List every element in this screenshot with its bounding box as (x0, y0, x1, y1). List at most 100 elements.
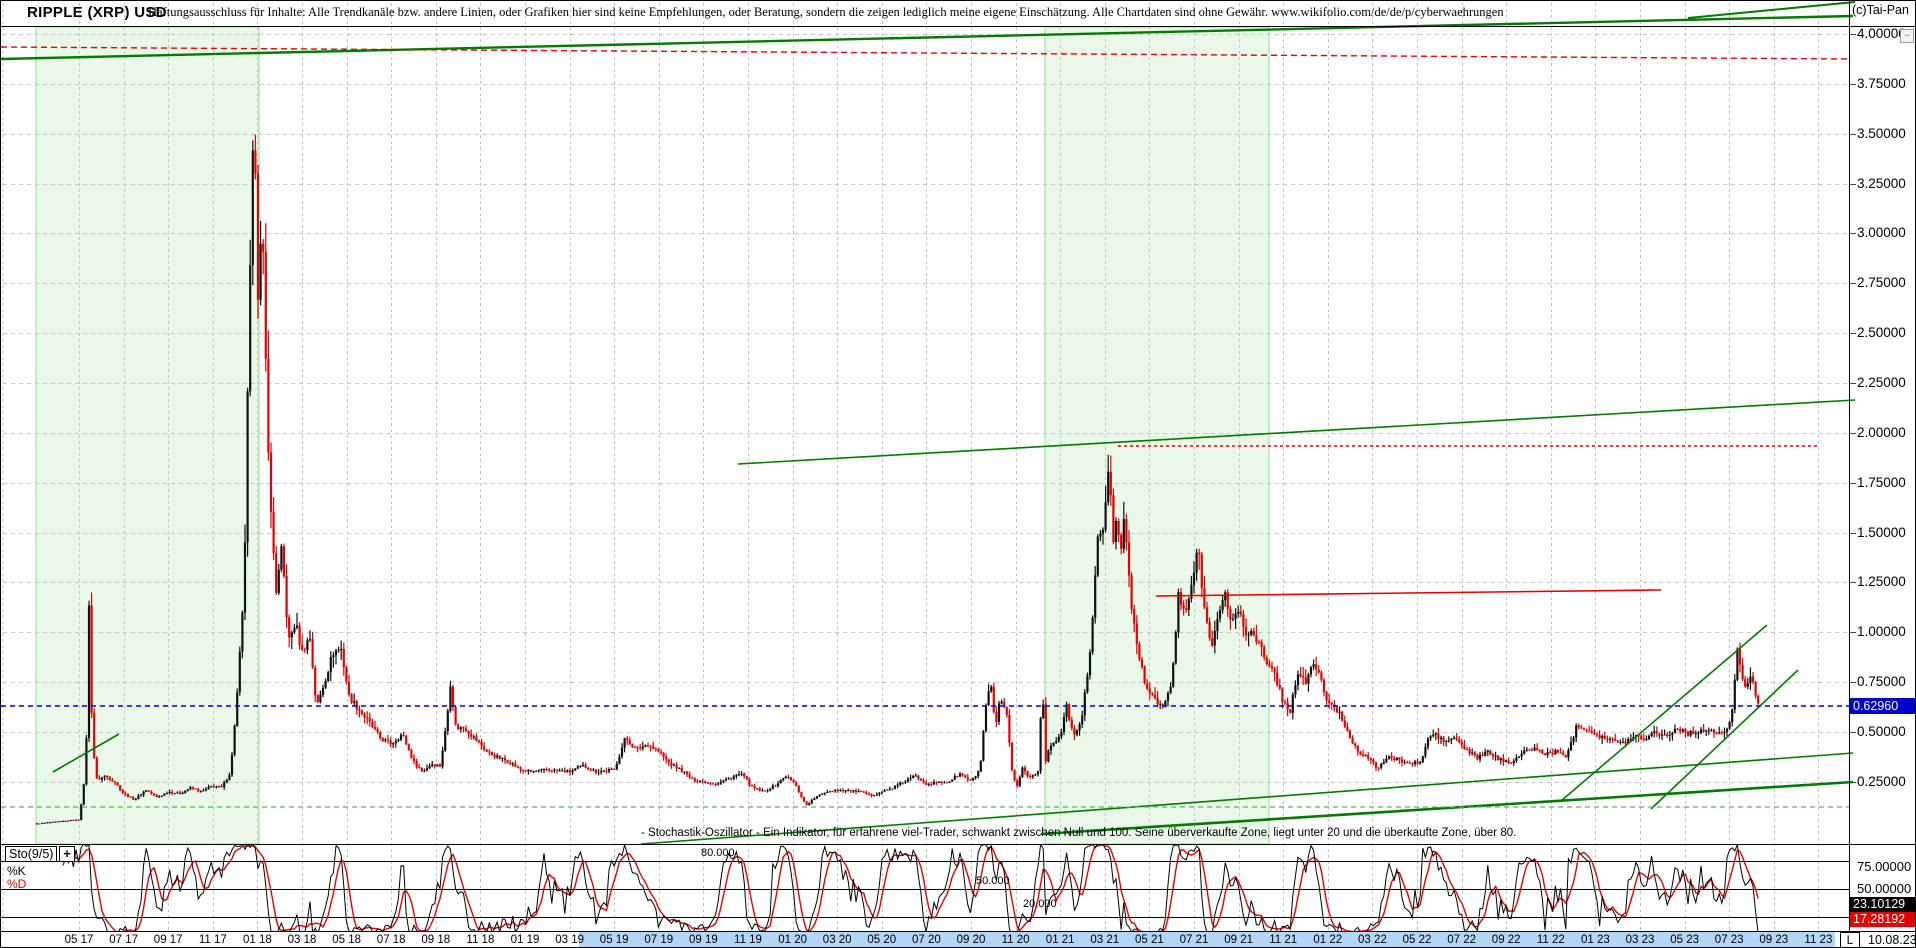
candle-body (1489, 750, 1492, 755)
candle-body (238, 651, 241, 693)
candle-body (815, 796, 819, 799)
candle-body (1653, 731, 1656, 733)
candle-body (797, 785, 800, 793)
candle-body (1055, 741, 1058, 744)
k-line-label: %K (7, 864, 26, 878)
candle-body (1094, 575, 1097, 618)
candle-body (251, 150, 254, 266)
candle-body (516, 766, 520, 768)
candle-body (860, 791, 863, 793)
candle-body (1016, 780, 1019, 786)
date-axis-label: 07 21 (1179, 934, 1209, 946)
candle-body (987, 691, 990, 705)
candle-body (522, 769, 525, 771)
candle-body (1497, 755, 1500, 761)
candle-body (262, 243, 265, 252)
candle-body (1458, 739, 1461, 743)
candle-body (743, 773, 746, 777)
candle-body (1174, 632, 1177, 664)
candle-body (1135, 623, 1138, 645)
candle-body (158, 796, 161, 798)
stochastic-d-line (62, 845, 1759, 931)
candle-body (319, 694, 322, 702)
candle-body (724, 779, 728, 781)
candle-body (1679, 729, 1682, 732)
candle-body (1291, 694, 1294, 713)
candle-body (1273, 668, 1276, 673)
upper-trend-line (1, 14, 1854, 61)
candle-body (659, 751, 663, 754)
candle-body (1416, 761, 1419, 764)
candle-body (961, 773, 964, 776)
candle-body (514, 763, 517, 767)
candle-body (1757, 695, 1760, 704)
candle-body (1463, 744, 1466, 749)
candle-body (896, 784, 899, 786)
price-axis-label: 2.25000 (1857, 374, 1906, 390)
candle-body (488, 751, 491, 753)
candle-body (347, 682, 351, 695)
candle-body (1744, 679, 1747, 687)
date-axis-label: 05 20 (867, 934, 897, 946)
candle-body (1322, 679, 1326, 692)
candle-body (90, 605, 93, 713)
candle-body (1523, 750, 1526, 754)
candle-body (1096, 536, 1099, 576)
candle-body (1632, 737, 1635, 739)
candle-body (204, 789, 208, 791)
date-axis-label: 05 22 (1402, 934, 1432, 946)
candle-body (108, 776, 111, 780)
candle-body (657, 749, 660, 752)
candle-body (168, 792, 171, 794)
candle-body (1252, 631, 1255, 636)
candle-body (605, 770, 608, 772)
candle-body (561, 770, 564, 772)
candle-body (732, 776, 735, 779)
candle-body (1517, 756, 1521, 758)
mini-trend-line-left (52, 733, 120, 773)
candle-body (909, 777, 912, 779)
candle-body (784, 776, 787, 779)
add-indicator-button[interactable]: + (59, 846, 75, 862)
candle-body (1710, 729, 1713, 731)
date-axis-label: 01 22 (1313, 934, 1343, 946)
candle-body (594, 769, 598, 773)
candle-body (880, 791, 884, 793)
upper-trend-line-steep (1687, 1, 1856, 19)
visible-range-scrollband[interactable] (579, 932, 1835, 947)
candle-body (1265, 657, 1268, 665)
candle-body (67, 820, 70, 822)
candle-body (1577, 725, 1580, 728)
candle-body (1044, 704, 1047, 762)
candle-body (802, 797, 806, 802)
candle-body (1049, 745, 1053, 751)
candle-body (1086, 675, 1089, 693)
candle-body (1218, 610, 1222, 619)
candle-body (631, 744, 634, 747)
candle-body (1226, 592, 1229, 609)
candle-body (1528, 749, 1531, 751)
candle-body (1484, 752, 1487, 756)
candle-body (446, 710, 449, 731)
candle-body (1689, 731, 1692, 736)
candle-body (836, 790, 839, 792)
candle-body (758, 788, 761, 791)
candle-body (389, 740, 392, 745)
candle-body (756, 788, 759, 790)
candle-body (592, 769, 595, 771)
candle-body (701, 781, 704, 783)
candle-body (1278, 685, 1281, 689)
collapse-panel-icon[interactable]: − (1900, 29, 1914, 43)
candle-body (763, 790, 767, 792)
candle-body (423, 770, 426, 772)
candle-body (698, 781, 702, 783)
candle-body (901, 782, 904, 784)
oscillator-name-box[interactable]: Sto(9/5) (5, 846, 58, 862)
candle-body (1029, 776, 1032, 778)
candle-body (1452, 737, 1456, 739)
candle-body (412, 758, 416, 762)
candle-body (787, 776, 790, 778)
candle-body (181, 792, 184, 794)
candle-body (477, 740, 481, 743)
date-axis-label: 09 19 (689, 934, 718, 946)
